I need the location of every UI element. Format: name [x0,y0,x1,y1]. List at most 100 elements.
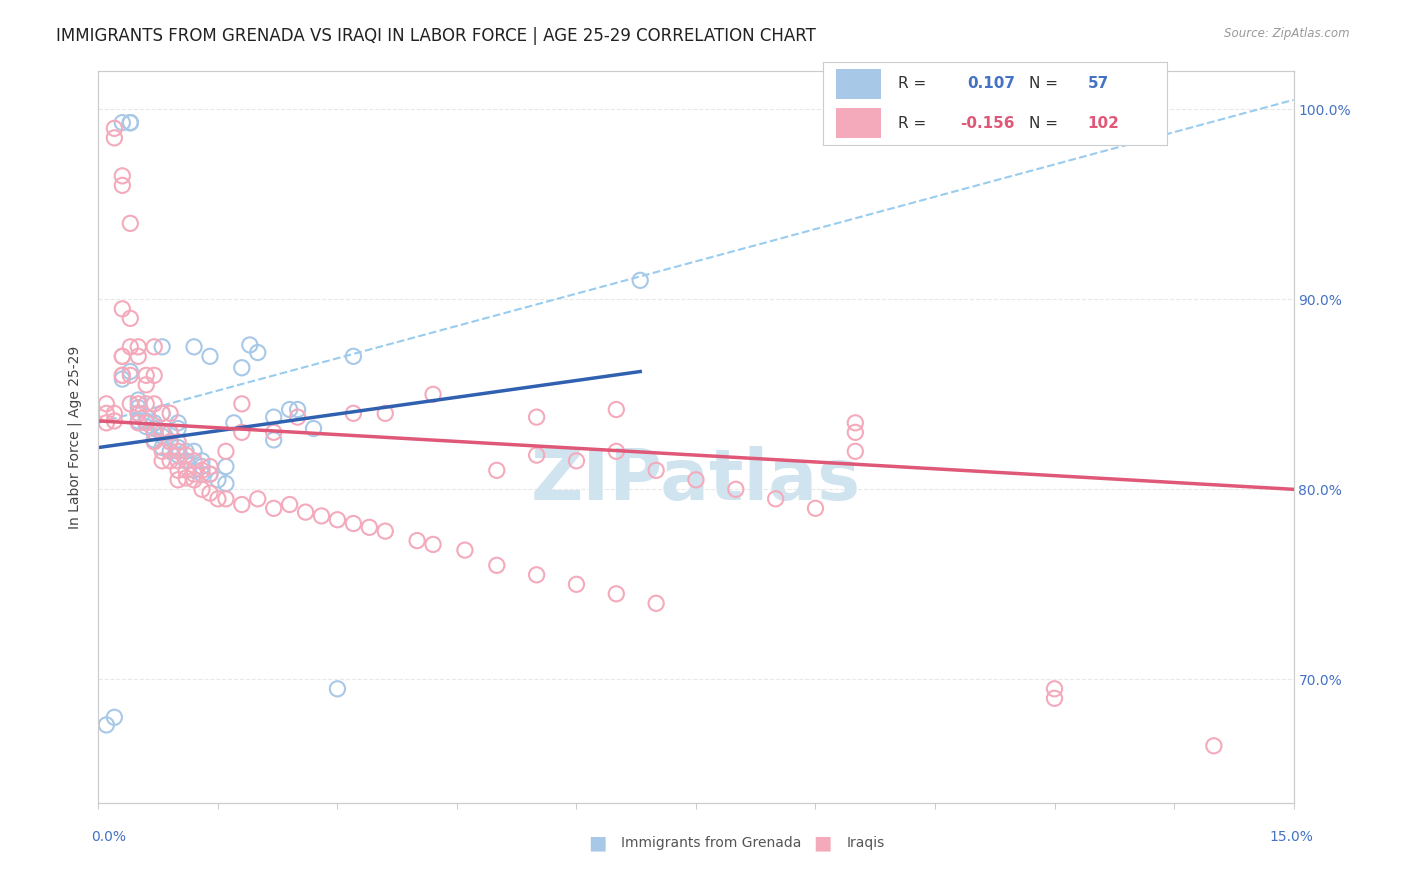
Point [374,524,396,538]
Text: 15.0%: 15.0% [1270,830,1313,844]
Text: N =: N = [1029,116,1059,130]
Point [111,349,134,363]
Point [103,710,125,724]
Point [406,533,429,548]
Point [135,368,157,383]
Text: 57: 57 [1088,77,1109,91]
Point [143,434,166,449]
Point [191,454,214,468]
Point [120,365,142,379]
Point [127,406,149,420]
Point [159,434,181,449]
Point [167,463,190,477]
Point [844,416,866,430]
Point [111,349,134,363]
Point [150,441,173,455]
Point [191,463,214,477]
Point [645,596,668,610]
Point [135,416,157,430]
Point [765,491,787,506]
Point [135,419,157,434]
Point [174,463,197,477]
Point [207,473,229,487]
Bar [837,69,882,98]
Point [150,406,173,420]
Point [1043,691,1066,706]
Point [111,372,134,386]
Point [143,416,166,430]
Point [120,368,142,383]
Point [246,345,269,359]
Point [198,349,221,363]
Point [215,444,238,458]
Point [263,433,285,447]
Point [103,131,125,145]
Point [174,444,197,458]
Point [120,116,142,130]
Point [150,429,173,443]
Point [111,116,134,130]
Point [159,425,181,440]
Text: ■: ■ [813,833,832,853]
Point [143,425,166,440]
Point [127,414,149,428]
Point [605,444,627,458]
Point [135,414,157,428]
Point [198,486,221,500]
Point [174,454,197,468]
Point [311,508,333,523]
Point [191,467,214,482]
Point [96,397,118,411]
Point [207,491,229,506]
Point [215,459,238,474]
Point [159,434,181,449]
Point [127,349,149,363]
Text: IMMIGRANTS FROM GRENADA VS IRAQI IN LABOR FORCE | AGE 25-29 CORRELATION CHART: IMMIGRANTS FROM GRENADA VS IRAQI IN LABO… [56,27,815,45]
Point [294,505,316,519]
Point [150,340,173,354]
Point [120,340,142,354]
Point [278,402,301,417]
Point [287,410,309,425]
Point [198,467,221,482]
Point [143,368,166,383]
Point [96,416,118,430]
Point [302,421,325,435]
Point [111,301,134,316]
Point [1043,681,1066,696]
Point [342,516,364,531]
Point [685,473,707,487]
Text: Iraqis: Iraqis [846,836,884,850]
Point [127,406,149,420]
Point [526,410,548,425]
Point [120,397,142,411]
Point [127,401,149,415]
Point [127,406,149,420]
Text: R =: R = [898,116,927,130]
Point [143,433,166,447]
Point [150,425,173,440]
Point [526,567,548,582]
Point [1202,739,1225,753]
Point [231,397,253,411]
Point [724,483,747,497]
Point [150,444,173,458]
Point [96,406,118,420]
Point [454,543,477,558]
Point [191,459,214,474]
Point [239,338,262,352]
Text: 102: 102 [1088,116,1119,130]
Point [183,340,205,354]
Text: ZIPatlas: ZIPatlas [531,447,860,516]
Point [215,476,238,491]
Point [359,520,381,534]
Point [159,444,181,458]
Point [135,416,157,430]
Point [167,416,190,430]
Point [628,273,651,287]
Point [222,416,245,430]
Point [565,454,588,468]
Point [159,425,181,440]
Point [565,577,588,591]
Point [135,410,157,425]
